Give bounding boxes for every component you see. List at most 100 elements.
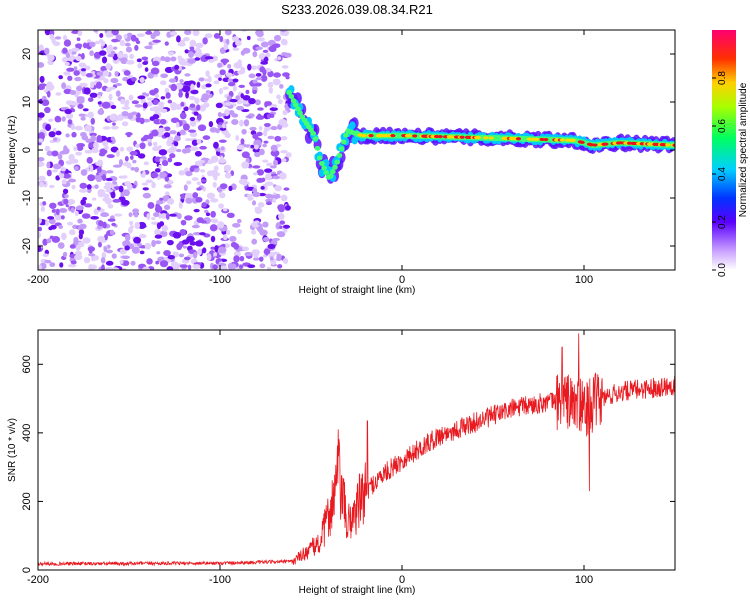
noise-cell [42,253,49,258]
y-tick-label: 400 [21,424,33,442]
noise-cell [267,135,275,140]
x-tick-label: 0 [399,574,405,586]
noise-cell [263,129,268,137]
noise-cell [123,70,131,76]
noise-cell [129,155,134,160]
noise-cell [279,30,287,33]
noise-cell [197,248,202,256]
noise-cell [206,253,212,261]
noise-cell [198,160,206,164]
noise-cell [68,48,73,55]
noise-cell [169,130,177,135]
noise-cell [167,136,174,144]
colorbar-ticks: 0.0 0.2 0.4 0.6 0.8 [712,71,728,277]
noise-cell [136,33,145,38]
noise-cell [185,170,193,177]
noise-cell [80,116,86,121]
noise-cell [163,56,171,63]
noise-cell [266,126,271,130]
colorbar-tick-label: 0.0 [717,263,728,277]
noise-cell [161,224,168,232]
noise-cell [254,206,261,210]
noise-cell [242,94,251,101]
noise-cell [60,215,65,220]
noise-cell [112,198,121,203]
noise-cell [214,245,219,253]
ridge-peak [412,134,418,138]
noise-cell [117,51,124,59]
noise-cell [212,218,219,224]
ridge-peak [570,138,576,142]
noise-cell [141,182,149,186]
noise-cell [139,250,145,255]
noise-cell [232,47,240,51]
noise-cell [238,264,244,269]
noise-cell [128,94,134,101]
noise-cell [54,115,62,123]
noise-cell [236,105,245,111]
noise-cell [180,219,187,226]
noise-cell [268,45,277,53]
noise-cell [90,117,96,125]
noise-cell [214,73,223,79]
noise-cell [263,122,271,127]
noise-cell [62,173,71,179]
noise-cell [274,185,282,192]
noise-cell [259,52,266,59]
noise-cell [243,119,250,127]
noise-cell [82,42,88,49]
ridge-core [321,165,327,171]
noise-cell [238,84,246,89]
noise-cell [208,59,215,63]
ridge-peak [543,137,549,142]
noise-cell [191,177,199,181]
noise-cell [171,107,177,111]
noise-cell [69,229,76,236]
noise-cell [107,204,114,209]
noise-cell [191,139,199,146]
noise-cell [57,242,65,249]
noise-cell [64,108,72,115]
noise-cell [210,210,216,218]
noise-cell [46,90,51,98]
noise-cell [255,46,263,51]
noise-cell [202,135,211,140]
noise-cell [272,159,278,166]
noise-cell [75,151,83,156]
noise-cell [201,202,207,208]
noise-cell [222,86,229,90]
noise-cell [76,85,83,92]
noise-cell [270,149,280,157]
noise-cell [262,159,269,163]
noise-cell [67,119,73,125]
noise-cell [199,169,206,173]
noise-cell [166,239,174,246]
noise-cell [260,61,269,65]
noise-cell [186,180,192,185]
noise-cell [215,128,220,134]
ridge-peak [448,135,454,139]
snr-frame [37,329,676,571]
noise-cell [254,99,261,106]
ridge-peak [475,136,482,140]
noise-cell [91,147,99,154]
noise-cell [262,221,269,228]
noise-cell [154,240,162,245]
noise-cell [103,246,108,253]
noise-cell [106,170,114,174]
noise-cell [205,90,211,94]
noise-cell [241,151,250,159]
noise-cell [168,78,177,83]
noise-cell [101,213,110,217]
noise-cell [167,180,174,185]
noise-cell [224,102,232,106]
noise-cell [80,132,87,137]
ridge-peak [383,134,389,138]
ridge-peak [579,140,585,144]
noise-cell [203,102,210,108]
noise-cell [255,77,262,81]
noise-cell [158,103,164,109]
ridge-peak [443,135,449,139]
noise-cell [261,177,266,183]
